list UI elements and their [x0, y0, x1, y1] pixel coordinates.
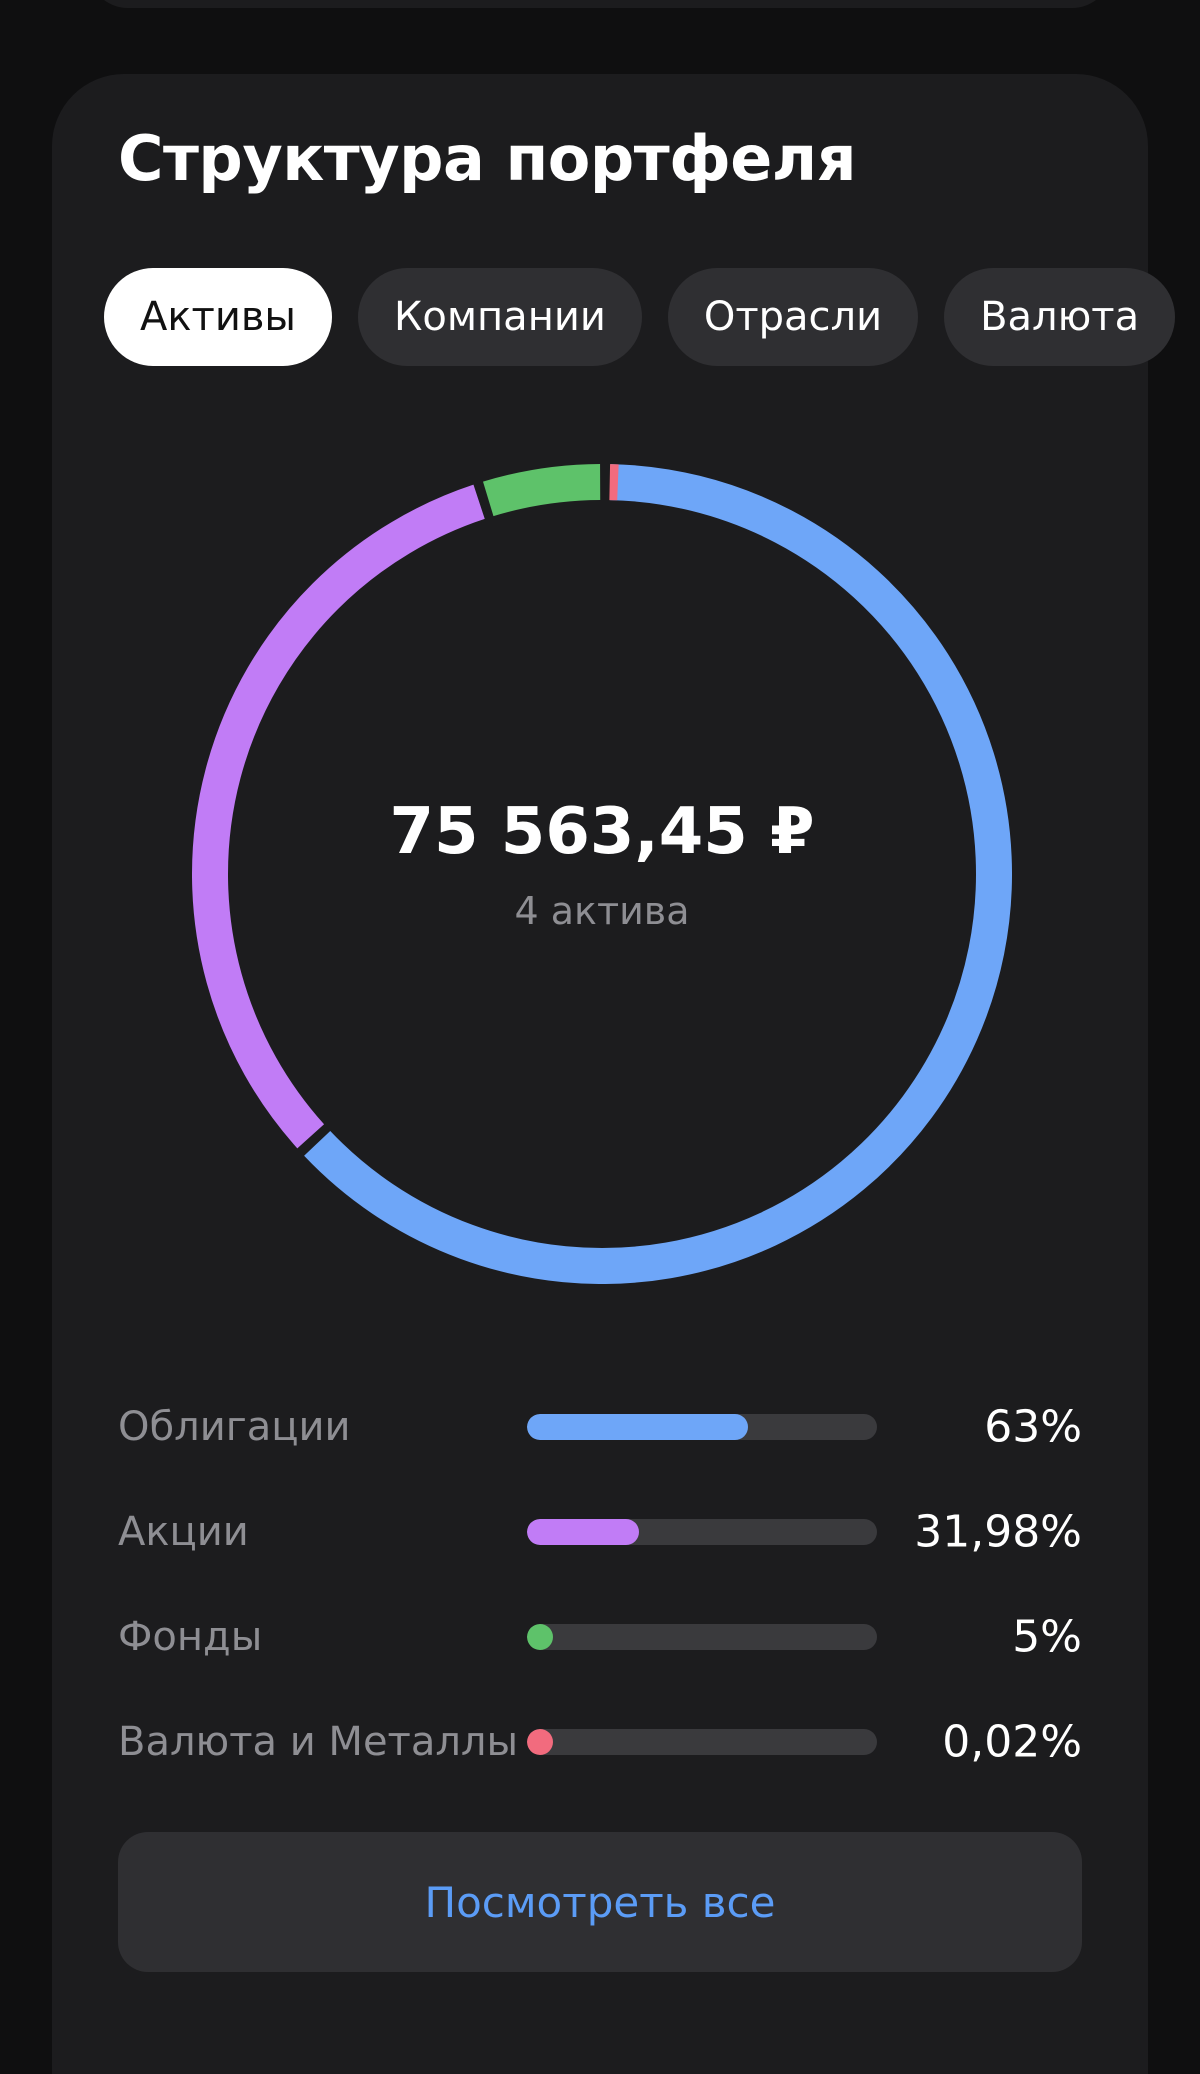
- category-tabs: Активы Компании Отрасли Валюта: [104, 268, 1175, 366]
- legend-row-funds: Фонды 5%: [118, 1584, 1082, 1689]
- view-all-button[interactable]: Посмотреть все: [118, 1832, 1082, 1972]
- legend-row-stocks: Акции 31,98%: [118, 1479, 1082, 1584]
- legend-bar-fill: [527, 1519, 639, 1545]
- legend-row-currency-metals: Валюта и Металлы 0,02%: [118, 1689, 1082, 1794]
- legend-bar-track: [527, 1729, 877, 1755]
- portfolio-structure-card: Структура портфеля Активы Компании Отрас…: [52, 74, 1148, 2074]
- tab-assets[interactable]: Активы: [104, 268, 332, 366]
- legend-value: 0,02%: [942, 1716, 1082, 1767]
- legend-label: Фонды: [118, 1614, 262, 1660]
- portfolio-total: 75 563,45 ₽: [389, 795, 814, 869]
- legend-value: 31,98%: [914, 1506, 1082, 1557]
- previous-card-edge: [88, 0, 1112, 8]
- legend-bar-track: [527, 1624, 877, 1650]
- allocation-legend: Облигации 63% Акции 31,98% Фонды 5% Валю…: [118, 1374, 1082, 1794]
- legend-value: 5%: [1012, 1611, 1082, 1662]
- card-title: Структура портфеля: [118, 122, 856, 195]
- tab-industries[interactable]: Отрасли: [668, 268, 918, 366]
- asset-count: 4 актива: [514, 889, 689, 933]
- tab-currency[interactable]: Валюта: [944, 268, 1175, 366]
- legend-bar-track: [527, 1414, 877, 1440]
- legend-label: Облигации: [118, 1404, 350, 1450]
- legend-bar-track: [527, 1519, 877, 1545]
- legend-bar-fill: [527, 1729, 553, 1755]
- legend-label: Акции: [118, 1509, 249, 1555]
- legend-row-bonds: Облигации 63%: [118, 1374, 1082, 1479]
- legend-label: Валюта и Металлы: [118, 1719, 518, 1765]
- tab-companies[interactable]: Компании: [358, 268, 642, 366]
- legend-value: 63%: [984, 1401, 1082, 1452]
- legend-bar-fill: [527, 1624, 553, 1650]
- donut-center: 75 563,45 ₽ 4 актива: [192, 464, 1012, 1284]
- allocation-donut-chart: 75 563,45 ₽ 4 актива: [192, 464, 1012, 1284]
- legend-bar-fill: [527, 1414, 748, 1440]
